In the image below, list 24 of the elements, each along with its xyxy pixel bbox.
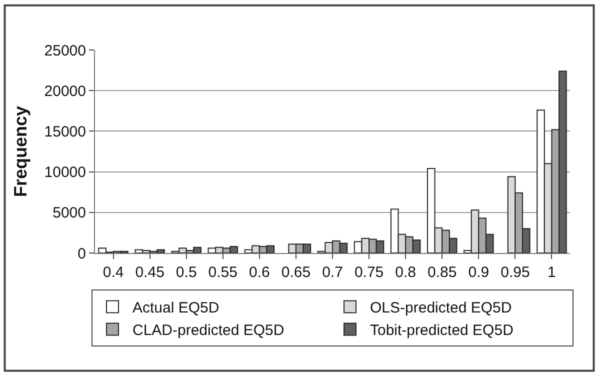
- x-tick-label: 0.75: [354, 264, 384, 281]
- y-tick-label: 0: [78, 245, 86, 262]
- x-tick-label: 0.6: [248, 264, 270, 281]
- y-tick-label: 25000: [44, 42, 86, 60]
- x-tick-label: 0.55: [208, 264, 238, 281]
- legend-label: CLAD-predicted EQ5D: [132, 322, 284, 340]
- y-tick-label: 15000: [44, 123, 86, 140]
- y-tick-label: 20000: [44, 82, 86, 100]
- x-tick-label: 0.95: [500, 264, 530, 281]
- x-tick-label: 1: [548, 264, 556, 281]
- legend-label: OLS-predicted EQ5D: [370, 300, 512, 317]
- x-tick-label: 0.85: [428, 264, 457, 281]
- x-tick-label: 0.45: [135, 264, 164, 281]
- legend-label: Tobit-predicted EQ5D: [370, 322, 514, 340]
- x-tick-label: 0.4: [102, 264, 124, 281]
- x-tick-label: 0.5: [176, 264, 197, 281]
- x-tick-label: 0.7: [322, 264, 343, 281]
- x-tick-label: 0.9: [468, 264, 490, 281]
- x-tick-label: 0.8: [395, 264, 416, 281]
- y-axis-title: Frequency: [10, 106, 30, 198]
- y-tick-label: 10000: [44, 164, 86, 182]
- y-tick-label: 5000: [52, 204, 86, 222]
- legend-label: Actual EQ5D: [132, 300, 220, 317]
- x-tick-label: 0.65: [281, 264, 311, 281]
